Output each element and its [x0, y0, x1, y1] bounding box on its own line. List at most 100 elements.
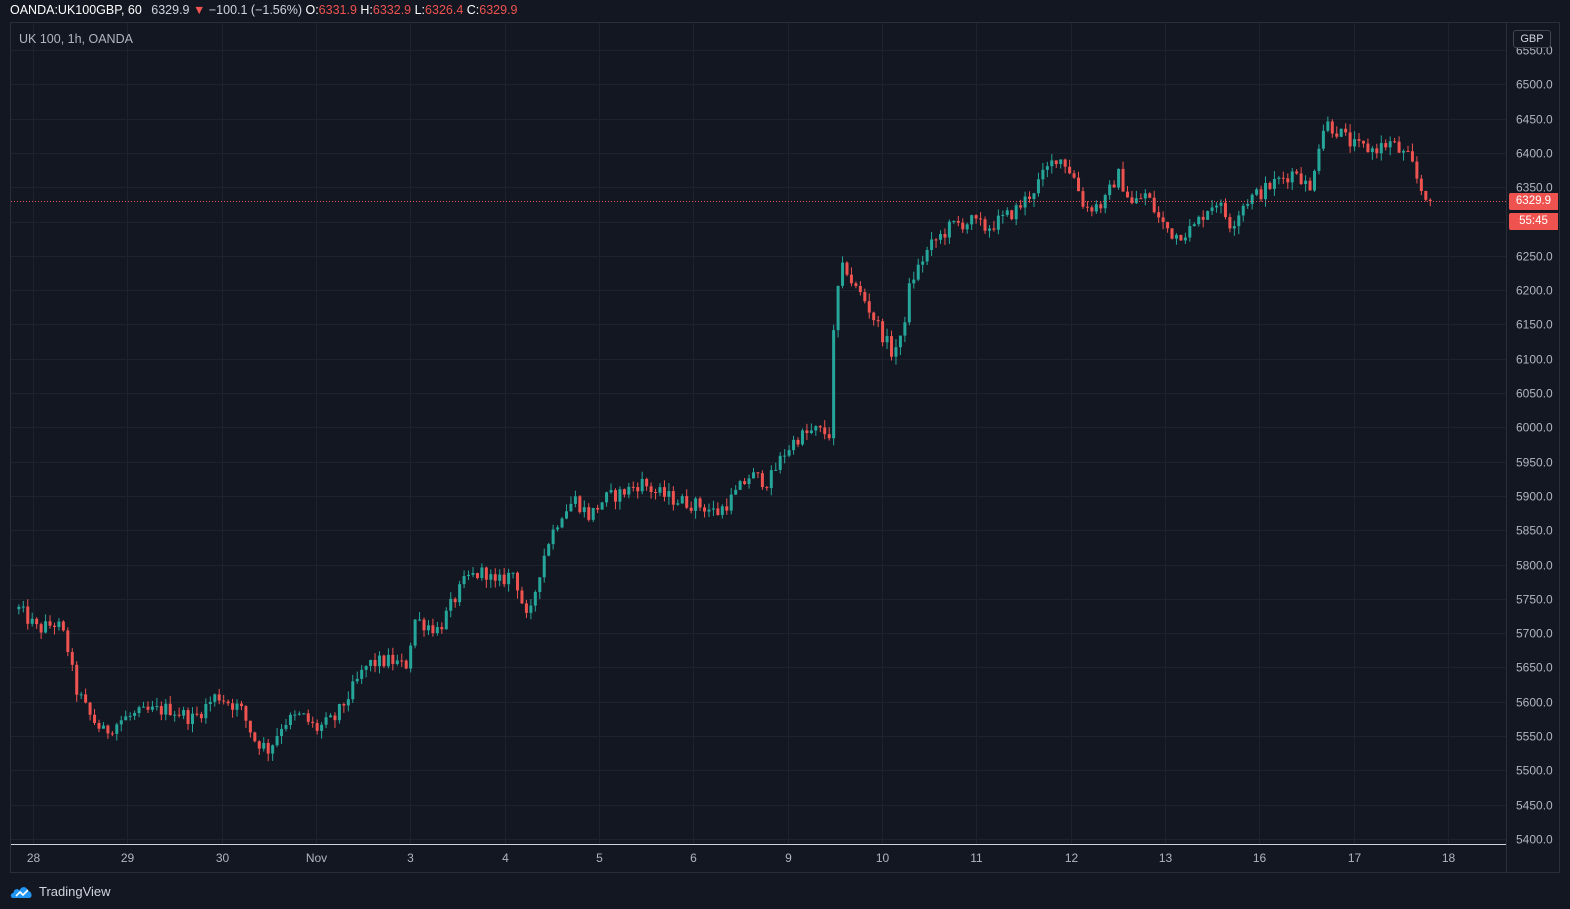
candle-body — [404, 660, 408, 669]
candle-body — [1295, 171, 1299, 174]
candle-body — [894, 347, 898, 357]
candle-body — [560, 518, 564, 528]
candle-body — [142, 706, 146, 708]
candle-body — [974, 215, 978, 219]
candle-body — [373, 659, 377, 667]
candle-body — [1103, 195, 1107, 209]
candle-body — [422, 619, 426, 631]
time-tick-label: 11 — [970, 851, 983, 865]
candle-body — [168, 703, 172, 716]
candle-body — [1183, 237, 1187, 241]
time-axis[interactable]: 28 29 30 Nov 3 4 5 6 9 10 11 12 13 16 17 18 — [27, 851, 1456, 865]
candle-body — [382, 655, 386, 667]
candle-body — [1134, 198, 1138, 204]
symbol-name[interactable]: OANDA:UK100GBP — [10, 3, 121, 17]
candle-body — [965, 224, 969, 230]
candle-body — [845, 262, 849, 275]
candle-body — [409, 645, 413, 669]
time-tick-label: 4 — [502, 851, 509, 865]
candle-body — [1059, 159, 1063, 165]
candle-body — [21, 606, 25, 608]
candle-body — [57, 621, 61, 627]
candle-body — [872, 312, 876, 321]
candle-body — [832, 330, 836, 439]
candle-body — [173, 714, 177, 716]
candle-body — [520, 590, 524, 604]
price-tick-label: 5750.0 — [1516, 593, 1553, 607]
candle-body — [453, 598, 457, 603]
candle-body — [333, 715, 337, 721]
candle-body — [222, 700, 226, 702]
candle-body — [462, 575, 466, 585]
candle-body — [729, 494, 733, 511]
candle-body — [52, 625, 56, 627]
candle-body — [1281, 177, 1285, 179]
candle-body — [400, 660, 404, 662]
close-label: C: — [466, 3, 480, 17]
interval-label[interactable]: , 60 — [120, 3, 142, 17]
candle-body — [881, 321, 885, 343]
candle-body — [1402, 150, 1406, 153]
candle-body — [119, 720, 123, 725]
candle-body — [1005, 210, 1009, 215]
candle-body — [280, 728, 284, 736]
candle-body — [827, 434, 831, 439]
candle-body — [1032, 193, 1036, 199]
time-tick-label: 12 — [1065, 851, 1079, 865]
candle-body — [377, 655, 381, 667]
candle-body — [1192, 224, 1196, 227]
price-tick-label: 6050.0 — [1516, 387, 1553, 401]
candle-body — [1121, 168, 1125, 192]
candle-body — [613, 490, 617, 502]
candle-body — [253, 732, 257, 742]
time-tick-label: 3 — [407, 851, 414, 865]
tradingview-logo[interactable]: TradingView — [10, 881, 111, 901]
currency-button[interactable]: GBP — [1513, 30, 1551, 48]
candle-body — [226, 701, 230, 704]
candle-body — [507, 572, 511, 585]
down-arrow-icon: ▼ — [193, 3, 206, 17]
candle-body — [93, 714, 97, 724]
price-tick-label: 5900.0 — [1516, 490, 1553, 504]
candle-body — [106, 725, 110, 734]
candle-body — [524, 603, 528, 613]
candle-body — [1166, 221, 1170, 229]
candle-body — [1081, 191, 1085, 207]
candle-body — [1028, 196, 1032, 199]
candle-body — [1036, 179, 1040, 194]
candle-body — [199, 713, 203, 719]
candle-body — [66, 630, 70, 653]
candle-body — [1379, 143, 1383, 154]
candle-body — [814, 426, 818, 431]
candle-body — [943, 234, 947, 238]
last-price-badge: 6329.9 — [1509, 193, 1558, 210]
candle-body — [725, 506, 729, 511]
price-tick-label: 5950.0 — [1516, 456, 1553, 470]
candle-body — [1054, 160, 1058, 165]
candle-body — [841, 262, 845, 286]
candle-body — [1023, 196, 1027, 208]
candle-body — [529, 605, 533, 613]
price-axis[interactable]: 6550.06500.06450.06400.06350.06300.06250… — [1516, 44, 1553, 847]
candle-body — [783, 455, 787, 457]
candle-body — [262, 742, 266, 749]
time-tick-label: 13 — [1159, 851, 1173, 865]
candle-body — [1264, 182, 1268, 200]
candle-body — [564, 511, 568, 519]
candle-body — [934, 239, 938, 241]
candle-body — [257, 741, 261, 749]
candle-body — [671, 491, 675, 505]
candle-body — [124, 716, 128, 721]
candle-body — [1117, 168, 1121, 188]
candle-body — [84, 694, 88, 703]
candle-body — [115, 724, 119, 734]
candle-body — [823, 427, 827, 435]
symbol-header: OANDA:UK100GBP, 60 6329.9 ▼ −100.1 (−1.5… — [0, 0, 1570, 22]
candle-body — [1210, 207, 1214, 212]
candle-body — [996, 215, 1000, 230]
candle-body — [760, 473, 764, 488]
candle-body — [271, 745, 275, 754]
candle-body — [1384, 143, 1388, 148]
candle-body — [177, 714, 181, 716]
